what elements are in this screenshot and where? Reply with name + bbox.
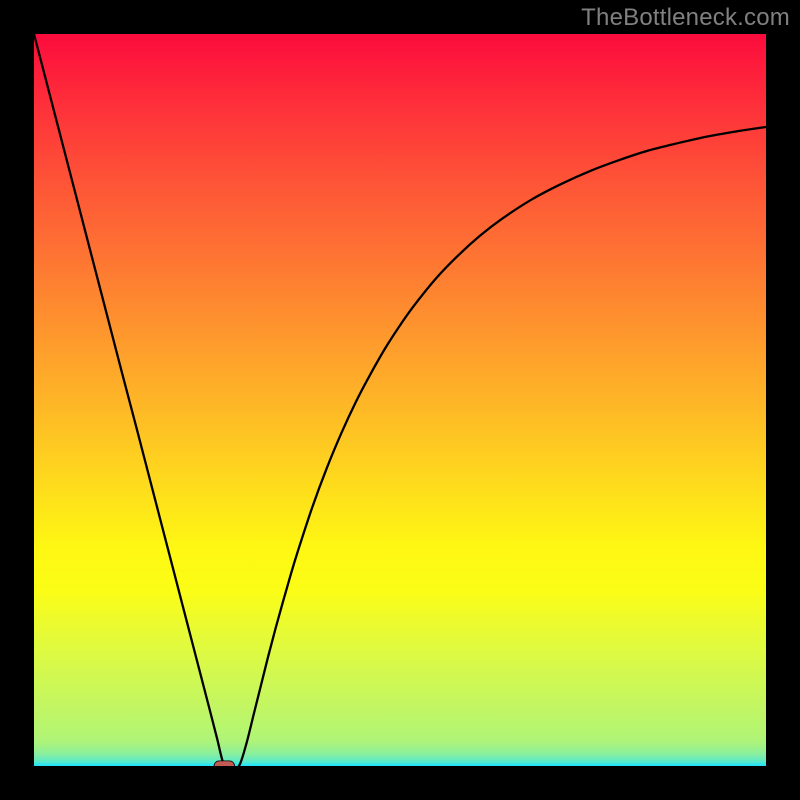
selected-point-marker xyxy=(214,761,234,766)
gradient-background xyxy=(34,34,766,766)
plot-area xyxy=(34,34,766,766)
watermark-text: TheBottleneck.com xyxy=(581,4,790,32)
chart-frame: TheBottleneck.com xyxy=(0,0,800,800)
